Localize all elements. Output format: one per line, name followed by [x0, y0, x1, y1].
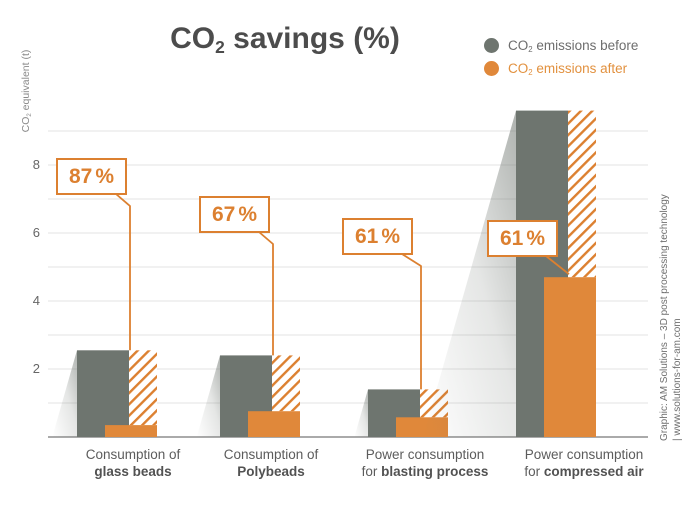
savings-callout-0: 87% [56, 158, 127, 195]
category-line2-bold: glass beads [94, 464, 172, 479]
saved-hatch-3 [568, 110, 596, 278]
category-line2: for blasting process [335, 463, 515, 480]
title-subscript: 2 [215, 37, 225, 58]
category-line1: Consumption of [223, 447, 319, 462]
percent-sign: % [381, 224, 401, 248]
savings-callout-2: 61% [342, 218, 413, 255]
category-label-0: Consumption of glass beads [43, 446, 223, 480]
category-line2-bold: blasting process [381, 464, 489, 479]
shadow-wedge-3 [423, 110, 516, 437]
category-line2-bold: compressed air [543, 464, 644, 479]
y-tick-label: 2 [32, 361, 40, 376]
callout-line-2 [401, 253, 422, 390]
legend-after-rest: emissions after [532, 61, 628, 76]
category-label-3: Power consumption for compressed air [494, 446, 674, 480]
category-line2: glass beads [43, 463, 223, 480]
y-tick-label: 8 [32, 157, 40, 172]
y-tick-label: 6 [32, 225, 40, 240]
bar-after-0 [105, 425, 157, 437]
legend-swatch-before-icon [484, 38, 499, 53]
callout-line-3 [545, 255, 570, 275]
shadow-wedge-1 [196, 355, 220, 437]
category-line1: Consumption of [85, 447, 181, 462]
saved-hatch-1 [272, 355, 300, 412]
legend-item-after: CO2 emissions after [484, 61, 638, 78]
category-line2-bold: Polybeads [237, 464, 305, 479]
category-line2: Polybeads [181, 463, 361, 480]
percent-sign: % [238, 202, 258, 226]
shadow-wedge-2 [354, 389, 368, 437]
category-line2-prefix: for [361, 464, 382, 479]
y-tick-label: 4 [32, 293, 40, 308]
bar-after-3 [544, 277, 596, 437]
title-rest: savings (%) [224, 22, 400, 55]
category-line2: for compressed air [494, 463, 674, 480]
legend-item-before: CO2 emissions before [484, 38, 639, 55]
legend-label-after: CO2 emissions after [508, 61, 628, 78]
category-line2-prefix: for [524, 464, 544, 479]
savings-value: 61 [354, 224, 379, 248]
title-co: CO [170, 22, 216, 55]
bar-before-0 [77, 350, 129, 437]
category-label-2: Power consumption for blasting process [335, 446, 515, 480]
savings-callout-3: 61% [487, 220, 558, 257]
callout-line-0 [115, 193, 131, 351]
category-line1: Power consumption [524, 447, 644, 462]
savings-value: 61 [499, 226, 524, 250]
legend-label-before: CO2 emissions before [508, 38, 639, 55]
legend-before-co: CO [508, 38, 529, 53]
legend-after-co: CO [508, 61, 529, 76]
percent-sign: % [95, 164, 115, 188]
category-label-1: Consumption of Polybeads [181, 446, 361, 480]
percent-sign: % [526, 226, 546, 250]
legend-after-subscript: 2 [528, 68, 533, 78]
legend-swatch-after-icon [484, 61, 499, 76]
shadow-wedge-0 [52, 350, 77, 437]
saved-hatch-0 [129, 350, 157, 426]
category-line1: Power consumption [365, 447, 485, 462]
bar-after-1 [248, 411, 300, 437]
savings-callout-1: 67% [199, 196, 270, 233]
savings-value: 67 [211, 202, 236, 226]
legend-before-rest: emissions before [532, 38, 639, 53]
savings-value: 87 [68, 164, 93, 188]
legend-before-subscript: 2 [528, 45, 533, 55]
legend: CO2 emissions before CO2 emissions after [484, 38, 638, 84]
callout-line-1 [258, 231, 274, 356]
chart-title: CO2 savings (%) [120, 22, 450, 56]
